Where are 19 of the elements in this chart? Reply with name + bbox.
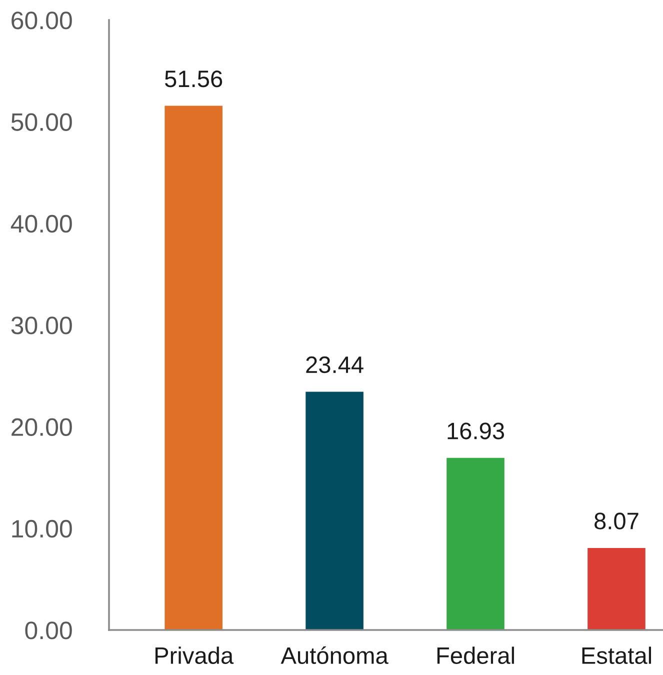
x-tick-label: Estatal [582, 646, 651, 664]
y-tick-label: 60.00 [12, 12, 72, 30]
data-label: 23.44 [306, 356, 364, 374]
data-label: 51.56 [164, 70, 222, 88]
x-tick-label: Federal [437, 646, 514, 664]
bar [306, 392, 364, 630]
y-tick-label: 30.00 [11, 316, 72, 334]
data-label: 16.93 [448, 422, 504, 440]
x-tick-label: Privada [155, 646, 234, 664]
y-tick-label: 50.00 [11, 113, 72, 131]
bar [164, 106, 222, 630]
bar [446, 458, 504, 630]
x-tick-label: Autónoma [280, 646, 388, 664]
y-tick-label: 40.00 [10, 214, 72, 233]
data-label: 8.07 [594, 512, 638, 530]
y-tick-label: 10.00 [12, 520, 72, 538]
y-tick-label: 0.00 [25, 622, 72, 640]
bar [588, 548, 646, 630]
y-tick-label: 20.00 [12, 418, 72, 436]
